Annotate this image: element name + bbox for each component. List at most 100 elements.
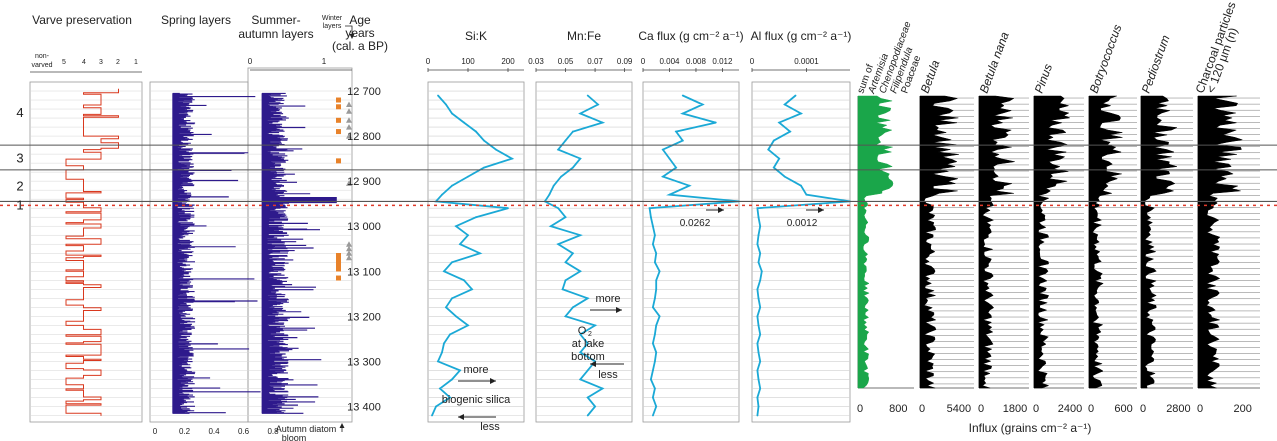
mnfe-point (564, 279, 567, 282)
varve-tick-label: varved (31, 62, 52, 69)
mnfe-point (594, 405, 596, 408)
pollen-tick-label: 2400 (1058, 403, 1082, 415)
panel-frame (642, 81, 740, 423)
caflux-point (658, 270, 661, 273)
mnfe-point (579, 112, 582, 115)
caflux-point (681, 139, 684, 142)
mnfe-annot-o2-sub: 2 (588, 331, 592, 338)
caflux-tick-label: 0 (641, 57, 646, 66)
panel-frame (535, 81, 633, 423)
sik-tick-label: 200 (501, 57, 515, 66)
sik-point (483, 166, 485, 169)
sik-point (463, 279, 465, 282)
mnfe-point (601, 121, 604, 124)
spring-tick-label: 0.2 (179, 427, 191, 436)
sik-point (445, 306, 447, 309)
summer-tick-label: 1 (322, 57, 327, 66)
winter-layer-marker (346, 254, 352, 261)
age-tick-label: 13 300 (347, 356, 381, 368)
caflux-point (655, 351, 658, 354)
alflux-point (759, 387, 762, 390)
zone-label: 3 (16, 151, 23, 166)
mnfe-point (579, 270, 582, 273)
autumn-arrowhead (339, 423, 345, 428)
caflux-tick-label: 0.008 (686, 57, 707, 66)
alflux-point (757, 378, 760, 381)
age-axis-title: (cal. a BP) (332, 39, 388, 53)
caflux-point (681, 94, 684, 97)
caflux-point (675, 130, 678, 133)
mnfe-point (557, 207, 560, 210)
winter-layer-marker (346, 108, 352, 114)
mnfe-tick-label: 0.03 (528, 57, 544, 66)
age-tick-label: 13 100 (347, 266, 381, 278)
varve-tick-label: 5 (62, 59, 66, 66)
pollen-tick-label: 600 (1114, 403, 1132, 415)
mnfe-point (572, 252, 574, 255)
autumn-diatom-marker (336, 97, 341, 103)
varve-tick-label: non- (35, 53, 50, 60)
age-axis-title: Age (349, 13, 371, 27)
caflux-point (654, 261, 656, 264)
caflux-point (648, 207, 651, 210)
sik-arrowhead (490, 378, 496, 384)
pollen-title: Pediostrum (1139, 33, 1173, 95)
sik-point (449, 333, 451, 336)
alflux-point (800, 112, 802, 115)
mnfe-point (564, 261, 567, 264)
mnfe-tick-label: 0.09 (617, 57, 633, 66)
panel-frame (427, 81, 525, 423)
caflux-point (688, 184, 691, 187)
alflux-line (756, 94, 851, 416)
caflux-point (668, 157, 671, 160)
caflux-point (652, 369, 654, 372)
sik-point (431, 414, 433, 417)
sik-tick-label: 100 (461, 57, 475, 66)
winter-layer-marker (346, 241, 352, 247)
sik-point (451, 112, 453, 115)
summer-title: autumn layers (238, 27, 313, 41)
sik-point (459, 369, 461, 372)
sik-point (451, 297, 453, 300)
alflux-point (756, 243, 759, 246)
pollen-tick-label: 5400 (947, 403, 971, 415)
sik-point (437, 94, 439, 97)
sik-point (451, 261, 453, 264)
caflux-title: Ca flux (g cm⁻² a⁻¹) (638, 29, 743, 43)
pollen-profile (1197, 95, 1243, 389)
mnfe-point (557, 243, 560, 246)
varve-line (65, 88, 119, 416)
winter-layer-marker (346, 245, 352, 252)
caflux-point (654, 360, 656, 363)
caflux-point (652, 342, 654, 345)
mnfe-point (548, 193, 551, 196)
winter-label: layers (323, 23, 342, 30)
alflux-point (759, 225, 762, 228)
autumn-diatom-marker (336, 129, 341, 135)
alflux-point (778, 121, 781, 124)
zone-label: 4 (16, 105, 23, 120)
spring-tick-label: 0.6 (238, 427, 250, 436)
sik-tick-label: 0 (426, 57, 431, 66)
sik-point (495, 148, 497, 151)
caflux-tick-label: 0.012 (712, 57, 733, 66)
alflux-point (756, 315, 759, 318)
mnfe-annot-o2: bottom (571, 351, 605, 363)
alflux-point (800, 184, 802, 187)
pollen-tick-label: 0 (1140, 403, 1146, 415)
caflux-point (655, 405, 658, 408)
age-tick-label: 12 700 (347, 86, 381, 98)
sik-point (475, 130, 477, 133)
mnfe-point (579, 333, 582, 336)
alflux-point (759, 360, 762, 363)
autumn-diatom-marker (336, 259, 341, 265)
spring-line (172, 92, 261, 414)
pollen-tick-label: 0 (919, 403, 925, 415)
alflux-point (772, 166, 775, 169)
winter-layer-marker (346, 133, 352, 139)
mnfe-point (586, 342, 589, 345)
winter-layer-marker (346, 101, 352, 108)
mnfe-point (572, 130, 574, 133)
influx-label: Influx (grains cm⁻² a⁻¹) (969, 421, 1092, 435)
winter-label: Winter (322, 15, 343, 22)
